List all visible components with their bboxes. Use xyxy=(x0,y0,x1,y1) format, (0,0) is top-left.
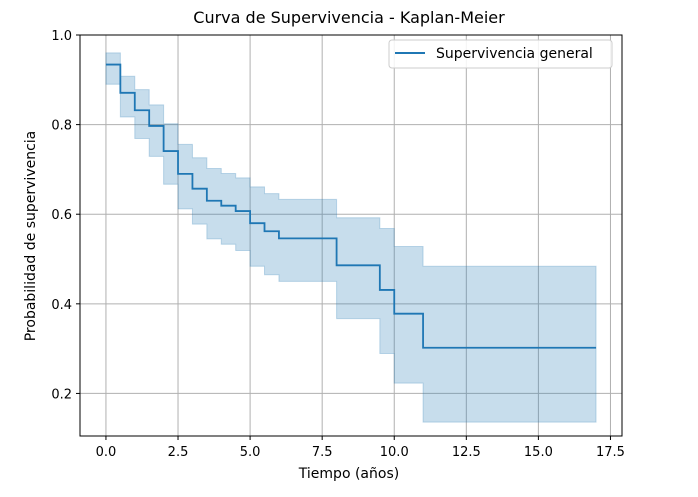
x-tick-label: 12.5 xyxy=(452,445,481,460)
survival-step-line xyxy=(105,63,597,349)
x-axis-label: Tiempo (años) xyxy=(298,466,399,482)
grid xyxy=(80,34,622,436)
y-tick-label: 0.8 xyxy=(51,119,72,134)
x-tick-label: 2.5 xyxy=(168,445,189,460)
legend-box xyxy=(388,39,613,69)
y-tick-label: 0.6 xyxy=(51,208,72,223)
y-tick-label: 1.0 xyxy=(51,29,72,44)
y-axis-ticks: 0.2 0.4 0.6 0.8 1.0 xyxy=(51,29,80,402)
x-tick-label: 15.0 xyxy=(524,445,553,460)
legend-entry-label: Supervivencia general xyxy=(436,46,593,62)
plot-frame xyxy=(79,34,623,437)
confidence-band xyxy=(105,52,597,423)
y-tick-label: 0.2 xyxy=(51,387,72,402)
confidence-band-layer xyxy=(105,52,597,423)
x-tick-label: 7.5 xyxy=(312,445,333,460)
x-tick-label: 17.5 xyxy=(596,445,625,460)
x-axis-ticks: 0.0 2.5 5.0 7.5 10.0 12.5 15.0 17.5 xyxy=(96,436,625,460)
survival-line-layer xyxy=(105,63,597,349)
chart-title: Curva de Supervivencia - Kaplan-Meier xyxy=(193,8,505,27)
x-tick-label: 0.0 xyxy=(96,445,117,460)
legend: Supervivencia general xyxy=(388,39,613,69)
y-tick-label: 0.4 xyxy=(51,298,72,313)
x-tick-label: 5.0 xyxy=(240,445,261,460)
x-tick-label: 10.0 xyxy=(380,445,409,460)
y-axis-label: Probabilidad de supervivencia xyxy=(23,131,39,342)
